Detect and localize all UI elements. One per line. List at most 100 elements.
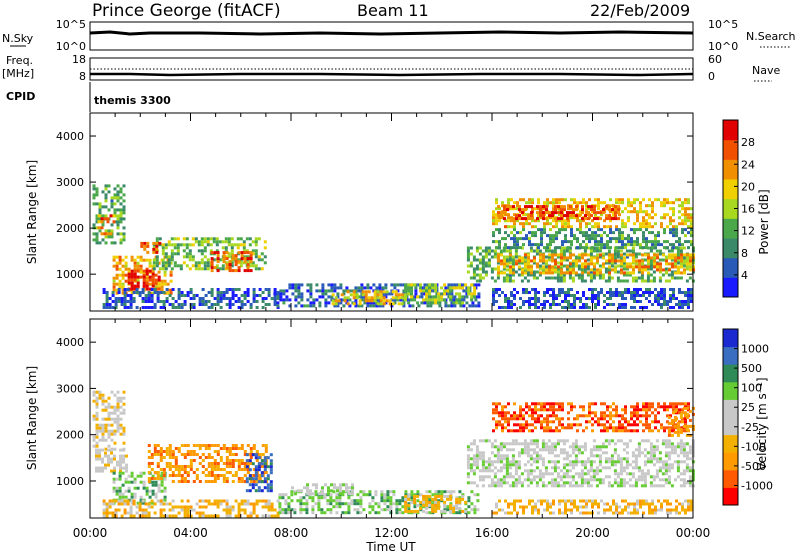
data-cell — [630, 297, 633, 300]
data-cell — [556, 442, 560, 446]
data-cell — [472, 463, 476, 467]
data-cell — [231, 257, 235, 261]
data-cell — [652, 463, 656, 467]
data-cell — [541, 475, 545, 479]
data-cell — [216, 294, 220, 297]
data-cell — [517, 463, 521, 467]
data-cell — [249, 502, 253, 506]
data-cell — [648, 213, 651, 217]
data-cell — [502, 442, 506, 446]
data-cell — [351, 492, 354, 496]
data-cell — [336, 304, 340, 308]
data-cell — [347, 496, 351, 500]
data-cell — [513, 213, 516, 217]
data-cell — [111, 514, 115, 518]
data-cell — [655, 249, 659, 253]
data-cell — [621, 210, 624, 214]
data-cell — [115, 261, 119, 265]
data-cell — [254, 468, 258, 472]
colorbar-swatch — [723, 198, 738, 219]
data-cell — [204, 294, 208, 297]
data-cell — [475, 264, 479, 268]
data-cell — [670, 442, 674, 446]
data-cell — [110, 460, 113, 464]
data-cell — [515, 262, 518, 266]
data-cell — [592, 454, 596, 458]
data-cell — [150, 453, 154, 456]
data-cell — [573, 198, 576, 202]
data-cell — [186, 505, 190, 509]
data-cell — [613, 252, 617, 256]
data-cell — [228, 459, 232, 462]
data-cell — [498, 216, 501, 220]
data-cell — [157, 261, 161, 265]
data-cell — [206, 258, 210, 262]
data-cell — [595, 445, 599, 449]
data-cell — [678, 222, 681, 226]
data-cell — [537, 300, 540, 303]
data-cell — [608, 217, 611, 221]
data-cell — [605, 217, 608, 221]
data-cell — [530, 271, 533, 275]
data-cell — [236, 258, 240, 262]
data-cell — [606, 240, 609, 244]
data-cell — [663, 288, 666, 291]
data-cell — [104, 187, 108, 191]
data-cell — [637, 445, 641, 449]
data-cell — [142, 281, 146, 285]
data-cell — [572, 253, 575, 257]
data-cell — [554, 259, 557, 263]
data-cell — [183, 456, 187, 459]
data-cell — [667, 475, 671, 479]
data-cell — [502, 445, 506, 449]
data-cell — [595, 448, 599, 452]
data-cell — [133, 495, 137, 499]
data-cell — [125, 466, 128, 470]
data-cell — [414, 292, 418, 296]
data-cell — [98, 469, 101, 473]
data-cell — [160, 474, 164, 478]
data-cell — [162, 514, 166, 518]
data-cell — [297, 292, 301, 296]
data-cell — [161, 243, 165, 247]
data-cell — [685, 481, 689, 485]
data-cell — [558, 201, 561, 205]
data-cell — [627, 210, 630, 214]
data-cell — [504, 300, 507, 303]
data-cell — [245, 480, 249, 484]
data-cell — [130, 269, 134, 273]
data-cell — [484, 475, 488, 479]
data-cell — [597, 207, 600, 211]
data-cell — [649, 481, 653, 485]
data-cell — [553, 478, 557, 482]
data-cell — [191, 255, 195, 259]
data-cell — [243, 303, 247, 306]
data-cell — [333, 486, 336, 490]
data-cell — [592, 246, 596, 250]
data-cell — [119, 396, 123, 400]
data-cell — [446, 497, 450, 501]
data-cell — [640, 273, 644, 277]
data-cell — [222, 254, 226, 258]
data-cell — [364, 296, 368, 300]
data-cell — [437, 494, 441, 498]
data-cell — [573, 306, 576, 309]
data-cell — [434, 286, 438, 290]
data-cell — [469, 469, 473, 473]
data-cell — [534, 231, 537, 235]
data-cell — [231, 453, 235, 456]
data-cell — [420, 292, 424, 296]
data-cell — [544, 445, 548, 449]
data-cell — [561, 300, 564, 303]
data-cell — [257, 465, 261, 469]
data-cell — [609, 237, 612, 241]
data-cell — [526, 484, 530, 488]
data-cell — [519, 297, 522, 300]
data-cell — [626, 265, 629, 269]
data-cell — [225, 303, 229, 306]
data-cell — [108, 297, 112, 300]
data-cell — [522, 225, 525, 229]
data-cell — [593, 208, 596, 212]
data-cell — [605, 205, 608, 209]
data-cell — [678, 288, 681, 291]
